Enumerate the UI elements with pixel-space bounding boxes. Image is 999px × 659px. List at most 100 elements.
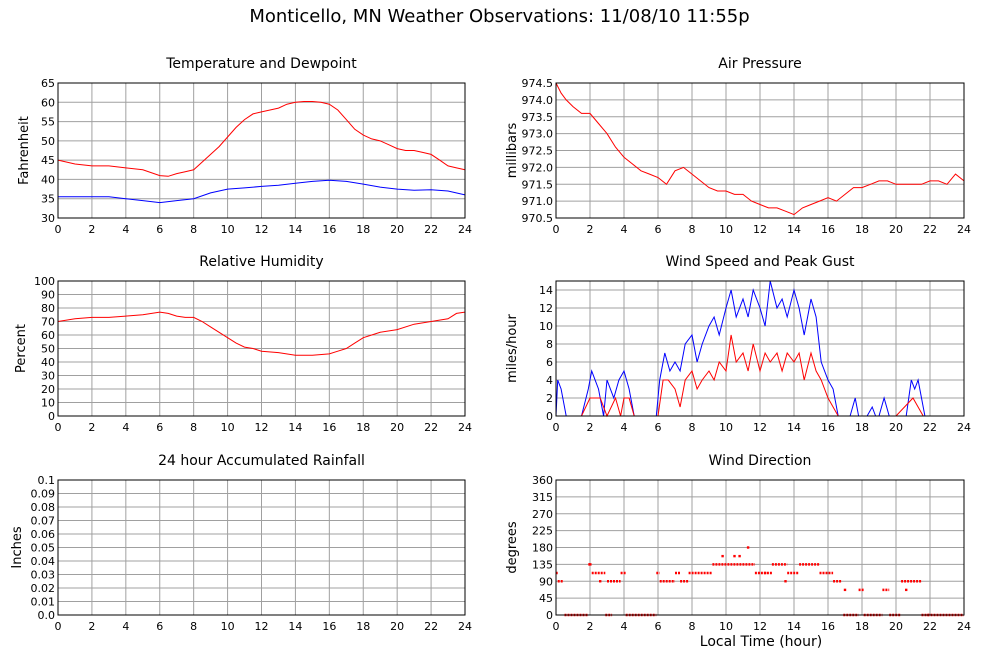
pressure-x-tick-label: 8 <box>689 223 696 236</box>
rain-x-tick-label: 20 <box>390 620 404 633</box>
temp-y-tick-label: 45 <box>41 154 55 167</box>
rain-y-tick-label: 0.04 <box>31 555 56 568</box>
direction-point <box>746 546 750 549</box>
temp-series-0-line <box>57 101 466 177</box>
humidity-y-tick-label: 100 <box>34 275 55 288</box>
direction-title: Wind Direction <box>709 453 812 469</box>
wind-y-tick-label: 6 <box>546 356 553 369</box>
wind-title: Wind Speed and Peak Gust <box>666 254 855 270</box>
rain-x-tick-label: 8 <box>190 620 197 633</box>
humidity-y-axis-label: Percent <box>14 324 29 373</box>
rain-frame <box>57 479 466 616</box>
wind-x-tick-label: 4 <box>621 421 628 434</box>
rain-y-tick-label: 0.09 <box>31 488 56 501</box>
direction-y-tick-label: 90 <box>539 575 553 588</box>
rain-y-tick-label: 0.08 <box>31 501 56 514</box>
rain-x-tick-label: 2 <box>88 620 95 633</box>
wind-x-tick-label: 20 <box>889 421 903 434</box>
humidity-y-tick-label: 0 <box>48 410 55 423</box>
temp-x-tick-label: 6 <box>156 223 163 236</box>
temp-x-tick-label: 0 <box>55 223 62 236</box>
temp-x-tick-label: 4 <box>122 223 129 236</box>
direction-y-tick-label: 0 <box>546 609 553 622</box>
direction-y-tick-label: 180 <box>532 542 553 555</box>
pressure-y-tick-label: 972.0 <box>522 161 554 174</box>
wind-y-tick-label: 0 <box>546 410 553 423</box>
direction-point <box>721 554 724 558</box>
wind-x-tick-label: 10 <box>719 421 733 434</box>
humidity-x-tick-label: 20 <box>390 421 404 434</box>
pressure-x-tick-label: 12 <box>753 223 767 236</box>
direction-y-tick-label: 360 <box>532 474 553 487</box>
humidity-x-tick-label: 2 <box>88 421 95 434</box>
direction-x-tick-label: 8 <box>689 620 696 633</box>
wind-y-axis-label: miles/hour <box>505 313 520 382</box>
wind-y-tick-label: 14 <box>539 284 553 297</box>
rain-x-tick-label: 18 <box>356 620 370 633</box>
humidity-y-tick-label: 70 <box>41 316 55 329</box>
rain-y-tick-label: 0.02 <box>31 582 56 595</box>
humidity-y-tick-label: 80 <box>41 302 55 315</box>
direction-point <box>905 588 908 592</box>
temp-x-tick-label: 20 <box>390 223 404 236</box>
temp-y-tick-label: 65 <box>41 77 55 90</box>
direction-point <box>763 571 767 575</box>
direction-y-tick-label: 270 <box>532 508 553 521</box>
rain-chart: 0 2 4 6 8 10 12 14 16 18 20 22 240.00.010.020.030.04… <box>10 453 472 633</box>
direction-frame <box>555 479 965 616</box>
temp-x-tick-label: 10 <box>221 223 235 236</box>
wind-x-tick-label: 12 <box>753 421 767 434</box>
pressure-x-tick-label: 18 <box>855 223 869 236</box>
direction-x-tick-label: 16 <box>821 620 835 633</box>
pressure-y-tick-label: 970.5 <box>522 212 554 225</box>
wind-y-tick-label: 2 <box>546 392 553 405</box>
direction-point <box>588 563 592 566</box>
pressure-title: Air Pressure <box>718 56 801 72</box>
humidity-y-tick-label: 50 <box>41 343 55 356</box>
temp-x-tick-label: 16 <box>322 223 336 236</box>
direction-x-tick-label: 22 <box>923 620 937 633</box>
humidity-x-tick-label: 8 <box>190 421 197 434</box>
direction-point <box>738 554 741 558</box>
direction-x-tick-label: 10 <box>719 620 733 633</box>
humidity-y-tick-label: 90 <box>41 289 55 302</box>
temp-x-tick-label: 14 <box>288 223 302 236</box>
direction-y-axis-label: degrees <box>505 521 520 574</box>
rain-y-tick-label: 0.03 <box>31 569 56 582</box>
humidity-x-tick-label: 0 <box>55 421 62 434</box>
pressure-y-tick-label: 973.5 <box>522 111 554 124</box>
direction-y-tick-label: 135 <box>532 558 553 571</box>
direction-y-tick-label: 45 <box>539 592 553 605</box>
rain-title: 24 hour Accumulated Rainfall <box>158 453 365 469</box>
wind-x-tick-label: 24 <box>957 421 971 434</box>
humidity-y-tick-label: 60 <box>41 329 55 342</box>
wind-y-tick-label: 4 <box>546 374 553 387</box>
pressure-y-tick-label: 971.5 <box>522 178 554 191</box>
pressure-x-tick-label: 14 <box>787 223 801 236</box>
wind-x-tick-label: 18 <box>855 421 869 434</box>
rain-x-tick-label: 10 <box>221 620 235 633</box>
humidity-y-tick-label: 10 <box>41 397 55 410</box>
rain-x-tick-label: 4 <box>122 620 129 633</box>
x-axis-label: Local Time (hour) <box>699 634 823 650</box>
wind-y-tick-label: 8 <box>546 338 553 351</box>
pressure-x-tick-label: 20 <box>889 223 903 236</box>
temp-x-tick-label: 2 <box>88 223 95 236</box>
temp-x-tick-label: 22 <box>424 223 438 236</box>
humidity-y-tick-label: 40 <box>41 356 55 369</box>
temp-y-tick-label: 30 <box>41 212 55 225</box>
rain-y-tick-label: 0.07 <box>31 515 56 528</box>
temp-x-tick-label: 8 <box>190 223 197 236</box>
direction-x-tick-label: 0 <box>553 620 560 633</box>
pressure-chart: 0 2 4 6 8 10 12 14 16 18 20 22 24970.5971.0971.5972.… <box>505 56 971 236</box>
pressure-y-tick-label: 973.0 <box>522 128 554 141</box>
pressure-x-tick-label: 24 <box>957 223 971 236</box>
wind-y-tick-label: 12 <box>539 302 553 315</box>
pressure-frame <box>555 82 965 219</box>
rain-y-tick-label: 0.06 <box>31 528 56 541</box>
temp-y-tick-label: 35 <box>41 193 55 206</box>
pressure-x-tick-label: 2 <box>587 223 594 236</box>
wind-x-tick-label: 6 <box>655 421 662 434</box>
humidity-chart: 0 2 4 6 8 10 12 14 16 18 20 22 240102030405060708090… <box>14 254 472 434</box>
